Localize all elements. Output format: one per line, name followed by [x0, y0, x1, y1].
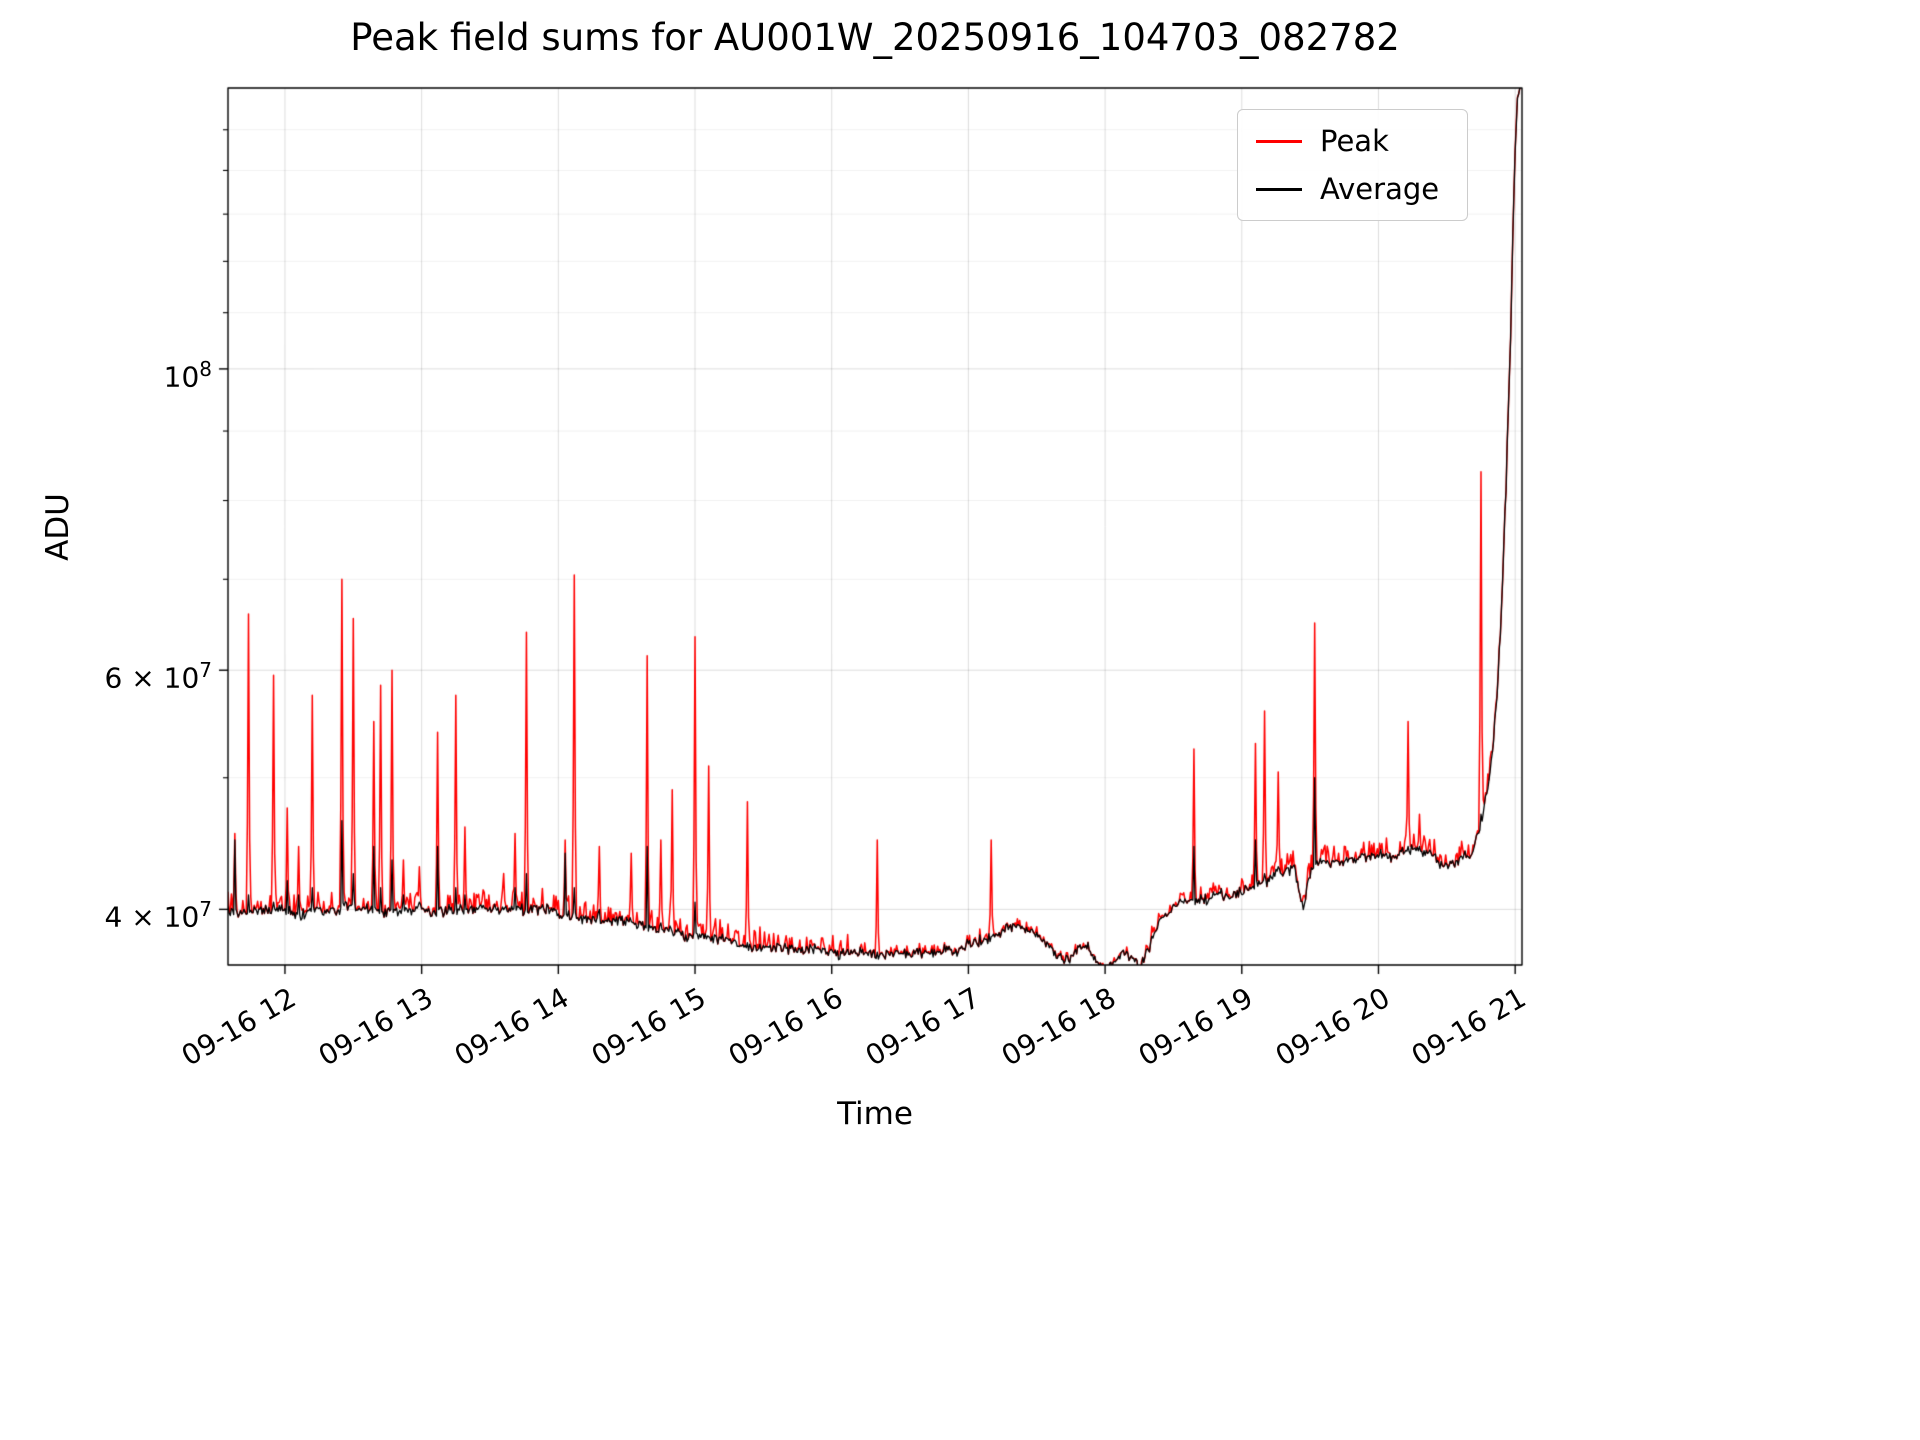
legend-label: Average: [1320, 172, 1440, 206]
y-tick-label: 4 × 107: [104, 897, 212, 934]
legend-line-sample: [1256, 187, 1302, 191]
legend-line-sample: [1256, 139, 1302, 143]
legend-item-average: Average: [1256, 172, 1439, 206]
legend-label: Peak: [1320, 124, 1389, 158]
y-axis-label: ADU: [40, 493, 76, 561]
chart-title: Peak field sums for AU001W_20250916_1047…: [350, 16, 1400, 59]
y-tick-label: 6 × 107: [104, 658, 212, 695]
x-axis-label: Time: [837, 1096, 913, 1132]
legend-item-peak: Peak: [1256, 124, 1439, 158]
legend: Peak Average: [1237, 109, 1469, 221]
y-tick-label: 108: [163, 356, 212, 394]
